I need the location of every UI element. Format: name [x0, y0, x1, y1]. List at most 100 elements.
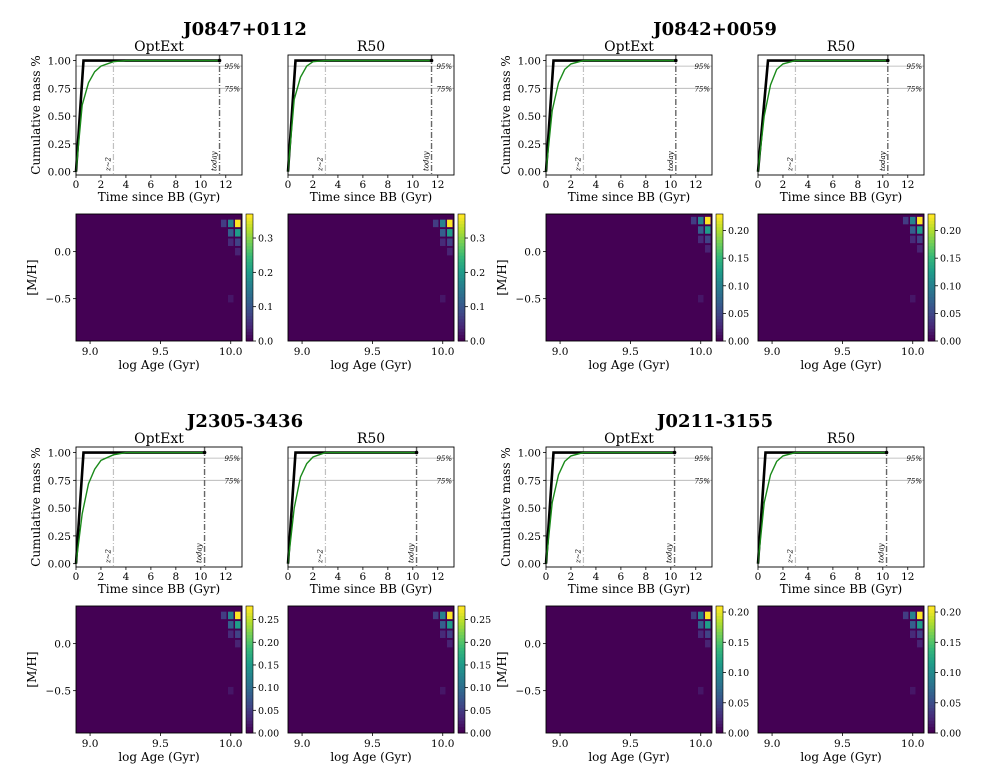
colorbar-segment [716, 615, 723, 620]
today-marker [217, 58, 222, 63]
colorbar-segment [458, 245, 465, 250]
colorbar-segment [246, 252, 253, 256]
colorbar-segment [246, 609, 253, 613]
colorbar-segment [246, 701, 253, 705]
y-tick-label: 0.25 [518, 531, 541, 543]
colorbar-segment [458, 296, 465, 301]
colorbar-segment [246, 236, 253, 240]
colorbar-segment [246, 220, 253, 225]
colorbar-segment [716, 726, 723, 731]
age-metallicity-map: 9.0 9.5 10.0 log Age (Gyr) 0.0 −0.5 [M/H] 0.00 0… [495, 605, 749, 764]
x-tick-label: 9.0 [294, 738, 311, 750]
y-tick-label: 0.25 [518, 139, 541, 151]
y-tick-label: 0.25 [48, 139, 71, 151]
colorbar-segment [246, 615, 253, 620]
x-tick-label: 10 [194, 179, 207, 191]
panel-title: R50 [357, 39, 385, 55]
colorbar-tick-label: 0.00 [940, 729, 961, 740]
colorbar-segment [246, 274, 253, 278]
map-cell [705, 245, 711, 253]
cumulative-black-line [286, 451, 417, 564]
colorbar-segment [928, 334, 935, 339]
x-tick-label: 9.0 [82, 346, 99, 358]
colorbar-segment [246, 309, 253, 313]
map-background [288, 606, 454, 733]
map-cell [697, 294, 704, 303]
colorbar-segment [458, 675, 465, 680]
map-cell [235, 621, 241, 629]
panel-title: OptExt [604, 39, 654, 55]
p95-label: 95% [224, 455, 240, 463]
colorbar-tick-label: 0.15 [728, 638, 749, 649]
colorbar-segment [928, 640, 935, 645]
map-cell [439, 686, 446, 695]
map-background [758, 214, 924, 341]
map-ylabel: [M/H] [25, 259, 39, 295]
colorbar-segment [246, 618, 253, 623]
x-tick-label: 0 [755, 179, 762, 191]
map-cell [705, 216, 711, 225]
colorbar-segment [928, 267, 935, 272]
colorbar-segment [716, 628, 723, 632]
colorbar-segment [458, 710, 465, 715]
colorbar-segment [458, 220, 465, 225]
colorbar-segment [246, 663, 253, 667]
colorbar-segment [458, 713, 465, 718]
colorbar-segment [458, 717, 465, 721]
map-background [758, 606, 924, 733]
colorbar-segment [458, 612, 465, 617]
map-cell [227, 219, 234, 228]
colorbar-segment [246, 707, 253, 712]
colorbar-segment [716, 271, 723, 275]
map-cell [235, 247, 241, 256]
map-cell [909, 630, 916, 638]
colorbar-segment [716, 612, 723, 617]
colorbar-segment [928, 229, 935, 234]
colorbar-segment [928, 331, 935, 336]
map-cell [439, 238, 446, 246]
colorbar-segment [928, 653, 935, 658]
colorbar-segment [716, 337, 723, 342]
sfh-ylabel: Cumulative mass % [499, 447, 513, 566]
colorbar-segment [246, 302, 253, 307]
colorbar-segment [716, 685, 723, 690]
map-cell [227, 238, 234, 246]
colorbar-segment [246, 606, 253, 610]
sfh-xlabel: Time since BB (Gyr) [98, 582, 220, 596]
sfh-ylabel: Cumulative mass % [499, 55, 513, 174]
colorbar-tick-label: 0.05 [940, 309, 961, 320]
colorbar-tick-label: 0.2 [470, 268, 485, 279]
map-cell [447, 238, 453, 246]
x-tick-label: 9.5 [622, 346, 639, 358]
colorbar-segment [458, 694, 465, 699]
colorbar-segment [716, 283, 723, 288]
map-cell [432, 611, 439, 620]
map-cell [220, 219, 227, 228]
colorbar-segment [928, 302, 935, 307]
map-cell [705, 639, 711, 648]
colorbar-segment [928, 226, 935, 231]
colorbar-segment [716, 226, 723, 231]
colorbar-segment [716, 261, 723, 266]
colorbar-segment [458, 328, 465, 332]
map-xlabel: log Age (Gyr) [588, 750, 669, 764]
colorbar-segment [928, 255, 935, 259]
colorbar-segment [246, 321, 253, 326]
colorbar-segment [246, 331, 253, 336]
colorbar-segment [928, 631, 935, 636]
cumulative-black-line [756, 59, 888, 172]
colorbar-segment [928, 337, 935, 342]
x-tick-label: 9.5 [834, 346, 851, 358]
colorbar-segment [458, 669, 465, 674]
colorbar-segment [716, 720, 723, 724]
colorbar-segment [716, 621, 723, 626]
map-cell [235, 611, 241, 620]
colorbar-tick-label: 0.1 [258, 302, 273, 313]
map-cell [447, 630, 453, 638]
colorbar-segment [716, 723, 723, 728]
x-tick-label: 12 [219, 179, 232, 191]
galaxy-title: J0842+0059 [651, 19, 777, 40]
map-cell [235, 630, 241, 638]
